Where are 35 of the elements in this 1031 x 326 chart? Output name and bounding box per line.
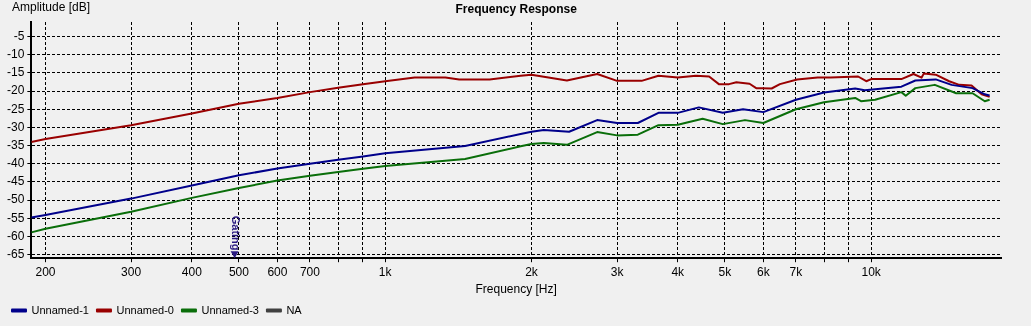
x-tick-label: 600 — [267, 264, 288, 279]
legend-label: Unnamed-0 — [116, 303, 174, 316]
y-tick-label: -15 — [7, 65, 25, 80]
x-tick-label: 500 — [228, 264, 250, 279]
x-tick-label: 7k — [789, 264, 804, 279]
y-tick-label: -30 — [7, 119, 25, 134]
x-tick-label: 5k — [718, 264, 733, 279]
y-tick-label: -25 — [7, 101, 25, 116]
legend-label: NA — [286, 303, 303, 316]
y-tick-label: -55 — [7, 210, 25, 225]
y-axis-title: Amplitude [dB] — [12, 0, 91, 15]
y-tick-label: -40 — [7, 156, 25, 171]
y-tick-label: -60 — [7, 228, 25, 243]
y-tick-label: -5 — [13, 28, 25, 43]
x-tick-label: 300 — [121, 264, 142, 279]
x-tick-label: 4k — [671, 264, 686, 279]
x-tick-label: 700 — [299, 264, 321, 279]
legend-label: Unnamed-3 — [201, 303, 259, 316]
chart-title: Frequency Response — [455, 2, 578, 17]
y-tick-label: -20 — [7, 83, 25, 98]
x-tick-label: 10k — [861, 264, 882, 279]
y-tick-label: -10 — [7, 47, 25, 62]
y-tick-label: -35 — [7, 137, 25, 152]
y-tick-label: -65 — [7, 246, 25, 261]
x-tick-label: 1k — [378, 264, 393, 279]
x-axis-title: Frequency [Hz] — [475, 282, 557, 297]
x-tick-label: 3k — [610, 264, 625, 279]
x-tick-label: 400 — [181, 264, 203, 279]
x-tick-label: 2k — [525, 264, 539, 279]
y-tick-label: -45 — [7, 174, 25, 189]
x-tick-label: 200 — [35, 264, 56, 279]
y-tick-label: -50 — [7, 192, 25, 207]
x-tick-label: 6k — [757, 264, 771, 279]
annotation: Gating — [229, 215, 242, 251]
legend-label: Unnamed-1 — [31, 303, 89, 316]
